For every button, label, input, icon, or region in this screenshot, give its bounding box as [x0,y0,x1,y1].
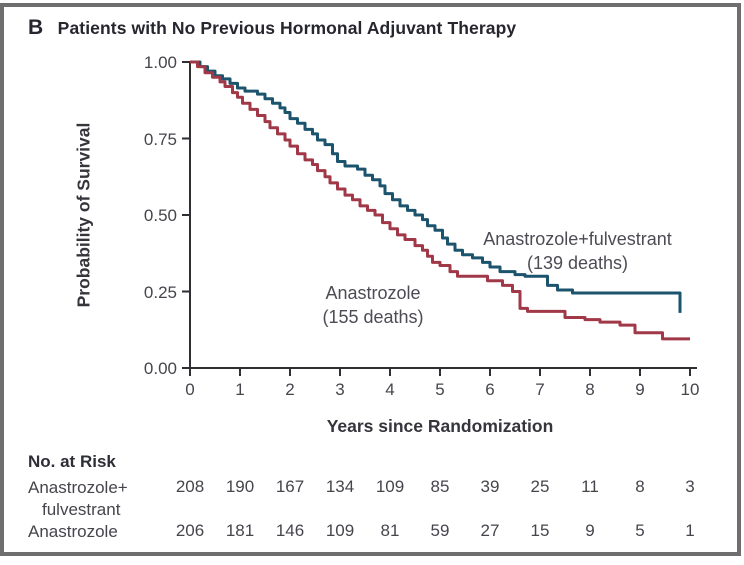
risk-row-label: Anastrozole [28,522,118,541]
risk-value: 81 [380,521,400,540]
risk-value: 3 [685,477,695,496]
risk-value: 8 [635,477,645,496]
risk-row-label: Anastrozole+ fulvestrant [28,478,128,519]
x-axis-title: Years since Randomization [326,416,554,436]
risk-value: 25 [530,477,550,496]
risk-value: 109 [375,477,405,496]
risk-value: 27 [480,521,500,540]
risk-value: 39 [480,477,500,496]
panel-letter: B [28,16,44,39]
risk-value: 11 [581,477,599,496]
risk-value: 85 [430,477,450,496]
panel-header: B Patients with No Previous Hormonal Adj… [28,16,516,40]
risk-value: 181 [225,521,255,540]
risk-value: 59 [430,521,450,540]
risk-value: 190 [225,477,255,496]
risk-value: 5 [635,521,645,540]
risk-value: 146 [275,521,305,540]
panel-title: Patients with No Previous Hormonal Adjuv… [57,18,517,38]
risk-value: 167 [275,477,305,496]
km-curve-mono [190,60,690,341]
risk-value: 9 [585,521,595,540]
risk-table-heading: No. at Risk [28,452,116,471]
km-curve-combo [190,60,682,313]
risk-value: 206 [175,521,205,540]
risk-value: 109 [325,521,355,540]
risk-value: 1 [685,521,695,540]
risk-value: 134 [325,477,355,496]
risk-value: 208 [175,477,205,496]
risk-value: 15 [530,521,550,540]
